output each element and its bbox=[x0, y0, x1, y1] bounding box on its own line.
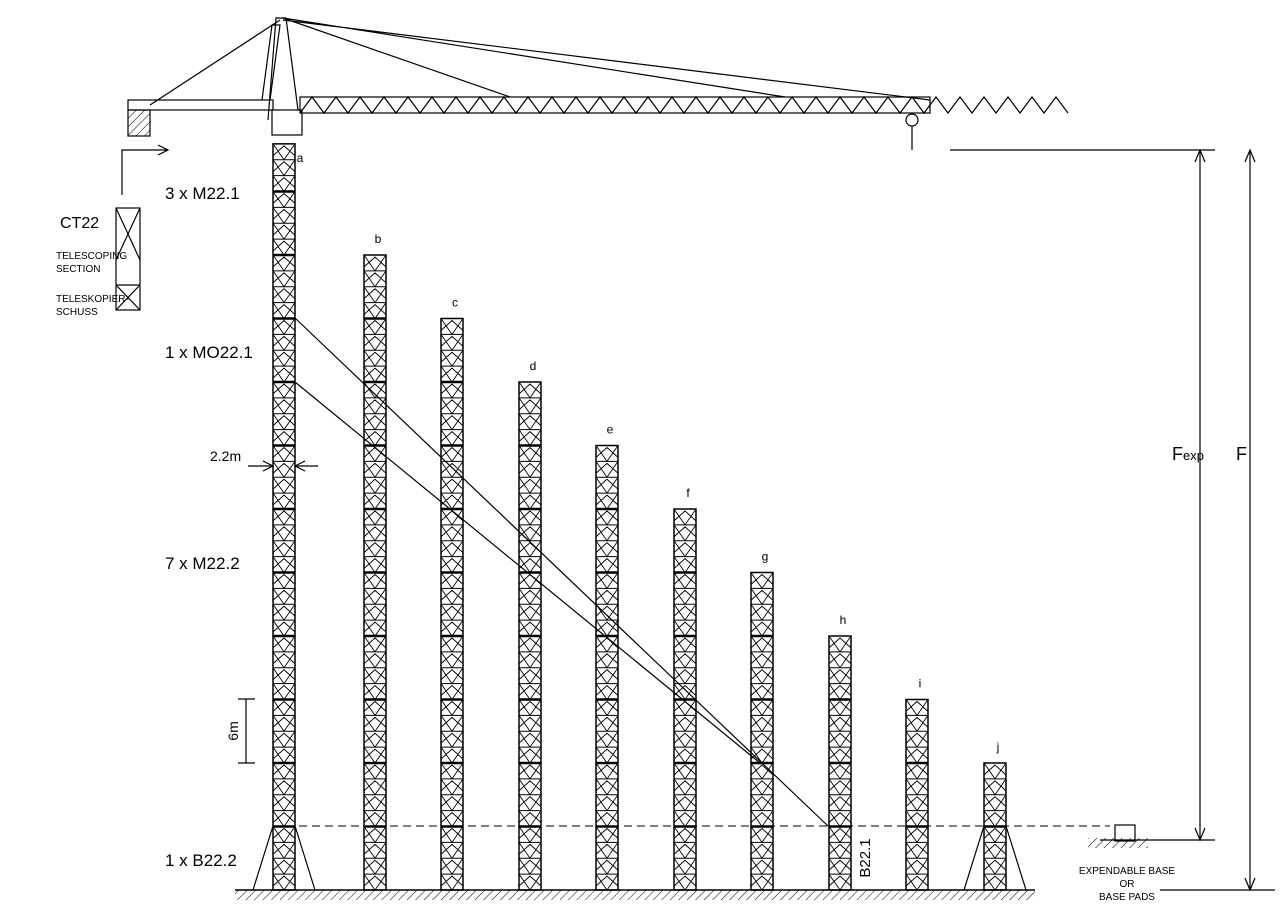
mast: g bbox=[750, 550, 774, 891]
mast-label: d bbox=[530, 359, 537, 373]
masts: a b c d e f g h i j bbox=[252, 143, 1027, 891]
mast: a bbox=[252, 143, 316, 891]
mast-label: j bbox=[996, 740, 1000, 754]
dimension-section bbox=[238, 698, 255, 764]
mast-lattice bbox=[673, 508, 697, 891]
legend-text: SECTION bbox=[56, 264, 100, 275]
mast-lattice bbox=[595, 445, 619, 891]
f-label: F bbox=[1236, 444, 1247, 464]
width-label: 2.2m bbox=[210, 448, 241, 464]
base-pad bbox=[1088, 824, 1148, 848]
base-section-label: B22.1 bbox=[857, 838, 874, 877]
section-joint bbox=[364, 317, 386, 828]
mast: c bbox=[440, 296, 464, 891]
outrigger bbox=[963, 825, 1027, 891]
mast-label: i bbox=[919, 677, 922, 691]
mast: j bbox=[963, 740, 1027, 891]
outrigger bbox=[252, 825, 316, 891]
mast-label: f bbox=[686, 486, 690, 500]
height-line bbox=[294, 317, 829, 827]
mast-label: b bbox=[375, 232, 382, 246]
section-label: 7 x M22.2 bbox=[165, 554, 240, 573]
base-text: EXPENDABLE BASE bbox=[1079, 866, 1175, 877]
section-label: 6m bbox=[225, 721, 241, 740]
mast: e bbox=[595, 423, 619, 891]
section-joint bbox=[441, 380, 463, 828]
crane-top bbox=[127, 17, 1069, 150]
f-exp: F bbox=[1172, 444, 1183, 464]
section-label: 1 x B22.2 bbox=[165, 851, 237, 870]
section-label: 1 x MO22.1 bbox=[165, 343, 253, 362]
mast: f bbox=[673, 486, 697, 891]
mast: d bbox=[518, 359, 542, 891]
telescoping-legend: CT22 TELESCOPING SECTION TELESKOPIER- SC… bbox=[56, 144, 170, 318]
mast-lattice bbox=[905, 699, 929, 891]
mast: h bbox=[828, 613, 852, 891]
mast-lattice bbox=[440, 318, 464, 891]
section-joint bbox=[519, 444, 541, 828]
mast: i bbox=[905, 677, 929, 891]
f-exp-sub: exp bbox=[1183, 448, 1204, 463]
legend-text: TELESCOPING bbox=[56, 251, 127, 262]
mast-label: c bbox=[452, 296, 458, 310]
mast-label: h bbox=[840, 613, 847, 627]
mast-label: e bbox=[607, 423, 614, 437]
mast-label: a bbox=[297, 151, 304, 165]
section-label: 3 x M22.1 bbox=[165, 184, 240, 203]
model-label: CT22 bbox=[60, 215, 99, 232]
base-text: OR bbox=[1120, 879, 1135, 890]
mast-lattice bbox=[750, 572, 774, 891]
mast: b bbox=[363, 232, 387, 891]
mast-label: g bbox=[762, 550, 769, 564]
section-joint bbox=[829, 698, 851, 828]
dimension-width bbox=[248, 460, 318, 472]
base-text: BASE PADS bbox=[1099, 892, 1155, 903]
section-joint bbox=[674, 571, 696, 828]
f-exp-label: Fexp bbox=[1172, 444, 1204, 464]
dimension-height bbox=[950, 148, 1275, 892]
ground bbox=[235, 890, 1035, 900]
legend-text: SCHUSS bbox=[56, 307, 98, 318]
section-joint bbox=[596, 507, 618, 828]
section-joint bbox=[273, 190, 295, 828]
legend-text: TELESKOPIER- bbox=[56, 294, 129, 305]
